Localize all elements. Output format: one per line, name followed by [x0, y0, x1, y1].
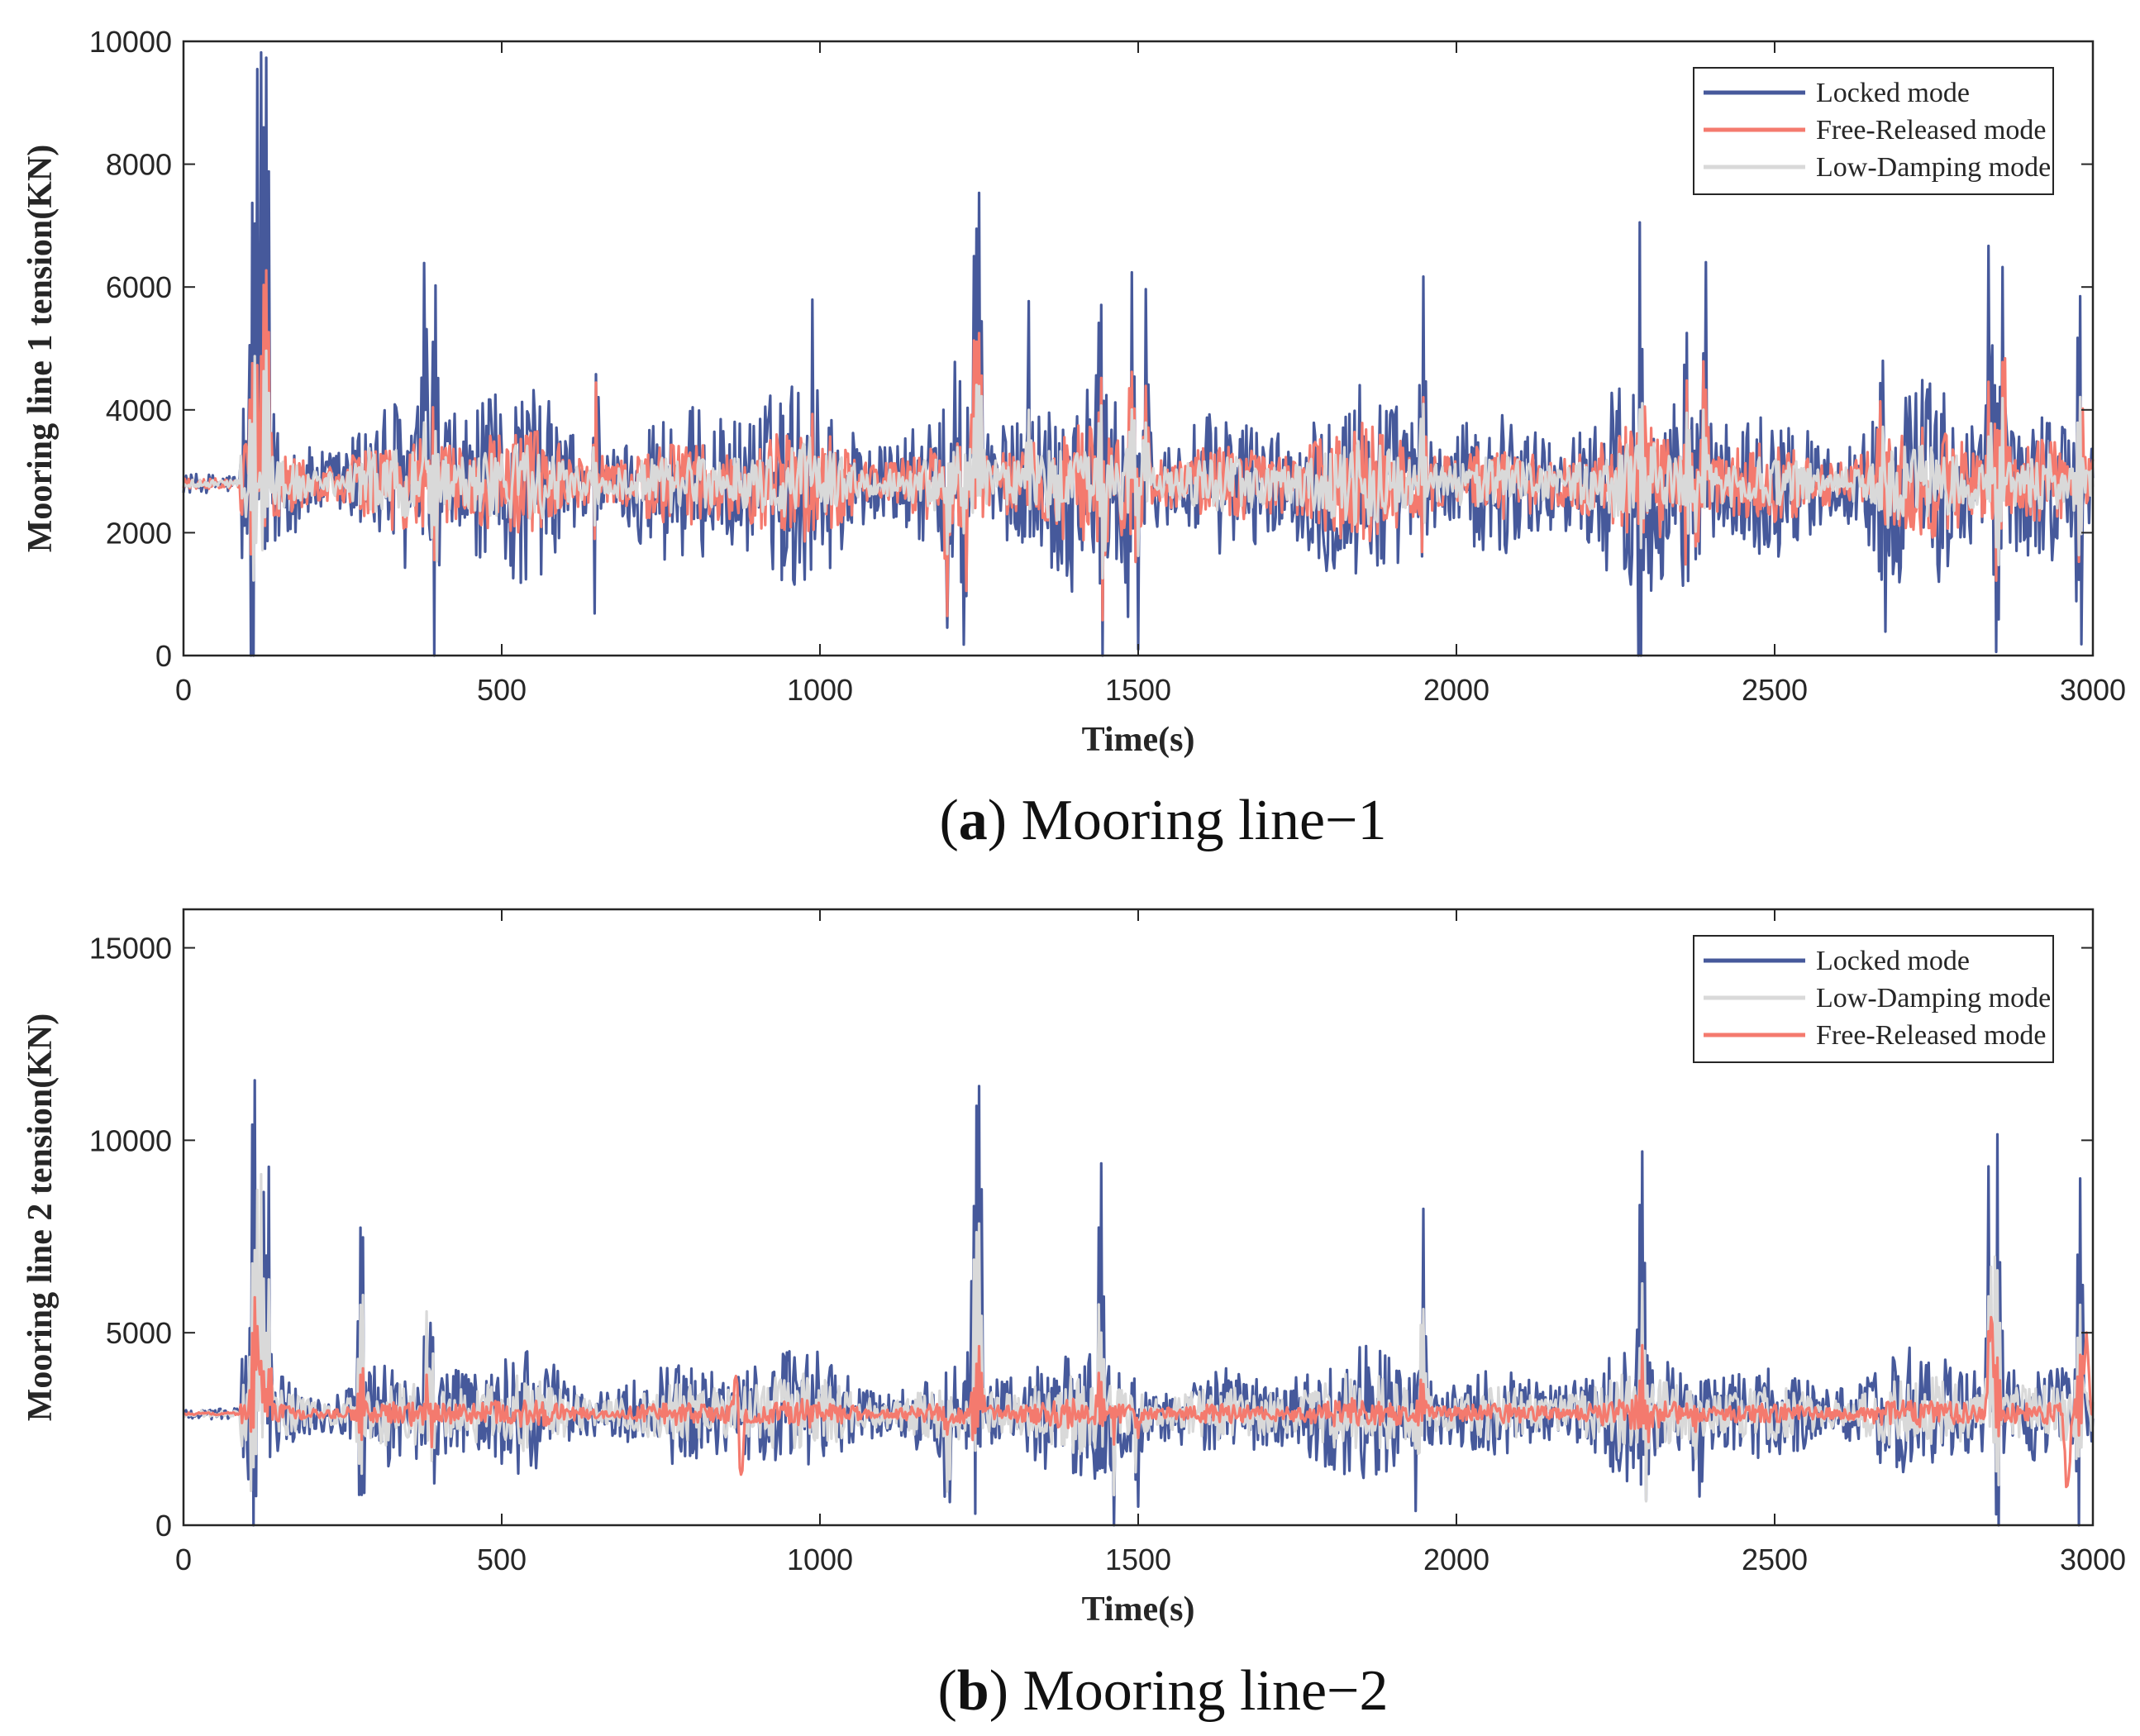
a-caption-letter: a: [959, 789, 988, 852]
a-x-tick-label: 2500: [1742, 673, 1808, 707]
a-legend-label: Low-Damping mode: [1816, 152, 2051, 183]
b-legend: Locked mode Low-Damping mode Free-Released…: [1693, 935, 2054, 1063]
b-x-tick-label: 2000: [1423, 1543, 1489, 1576]
b-x-tick-label: 3000: [2060, 1543, 2126, 1576]
a-x-axis-label: Time(s): [1082, 721, 1195, 759]
b-series-free-released: [183, 1295, 2095, 1489]
b-legend-label: Free-Released mode: [1816, 1020, 2047, 1051]
a-x-tick-label: 2000: [1423, 673, 1489, 707]
a-caption: (a) Mooring line−1: [939, 789, 1386, 852]
a-legend-label: Free-Released mode: [1816, 115, 2047, 145]
a-y-tick-label: 6000: [106, 270, 172, 304]
b-x-tick-label: 2500: [1742, 1543, 1808, 1576]
chart-a: 0 500 1000 1500 2000 2500 3000 0 2000 4000 6000 800…: [21, 25, 2126, 852]
b-x-tick-label: 500: [477, 1543, 527, 1576]
a-x-tick-label: 3000: [2060, 673, 2126, 707]
a-y-tick-label: 4000: [106, 393, 172, 427]
b-y-tick-label: 0: [155, 1509, 172, 1543]
a-ticks: 0 500 1000 1500 2000 2500 3000 0 2000 4000 6000 800…: [89, 25, 2126, 707]
b-x-axis-label: Time(s): [1082, 1591, 1195, 1629]
a-y-axis-label: Mooring line 1 tension(KN): [21, 145, 60, 552]
a-caption-text: Mooring line−1: [1022, 789, 1387, 852]
a-legend: Locked mode Free-Released mode Low-Damping…: [1693, 67, 2054, 195]
a-x-tick-label: 0: [175, 673, 192, 707]
a-x-tick-label: 1000: [787, 673, 853, 707]
b-x-tick-label: 1500: [1105, 1543, 1171, 1576]
a-legend-label: Locked mode: [1816, 78, 1970, 108]
b-caption-letter: b: [957, 1659, 989, 1723]
b-ticks: 0 500 1000 1500 2000 2500 3000 0 5000 10000 15000: [89, 909, 2126, 1576]
b-series-group: [182, 1079, 2095, 1527]
b-legend-label: Locked mode: [1816, 946, 1970, 976]
a-y-tick-label: 8000: [106, 148, 172, 182]
b-series-locked: [182, 1079, 2095, 1527]
b-x-tick-label: 1000: [787, 1543, 853, 1576]
a-y-tick-label: 2000: [106, 516, 172, 550]
b-x-tick-label: 0: [175, 1543, 192, 1576]
b-caption-text: Mooring line−2: [1023, 1659, 1389, 1723]
a-series-low-damping: [182, 349, 2095, 582]
a-y-tick-label: 10000: [89, 25, 172, 59]
b-y-tick-label: 10000: [89, 1123, 172, 1157]
b-y-tick-label: 5000: [106, 1316, 172, 1350]
b-y-tick-label: 15000: [89, 932, 172, 966]
a-x-tick-label: 500: [477, 673, 527, 707]
b-legend-label: Low-Damping mode: [1816, 983, 2051, 1013]
b-caption: (b) Mooring line−2: [937, 1659, 1388, 1723]
b-y-axis-label: Mooring line 2 tension(KN): [21, 1013, 60, 1421]
a-y-tick-label: 0: [155, 639, 172, 673]
chart-b: 0 500 1000 1500 2000 2500 3000050001000015000 …: [21, 908, 2126, 1723]
a-x-tick-label: 1500: [1105, 673, 1171, 707]
